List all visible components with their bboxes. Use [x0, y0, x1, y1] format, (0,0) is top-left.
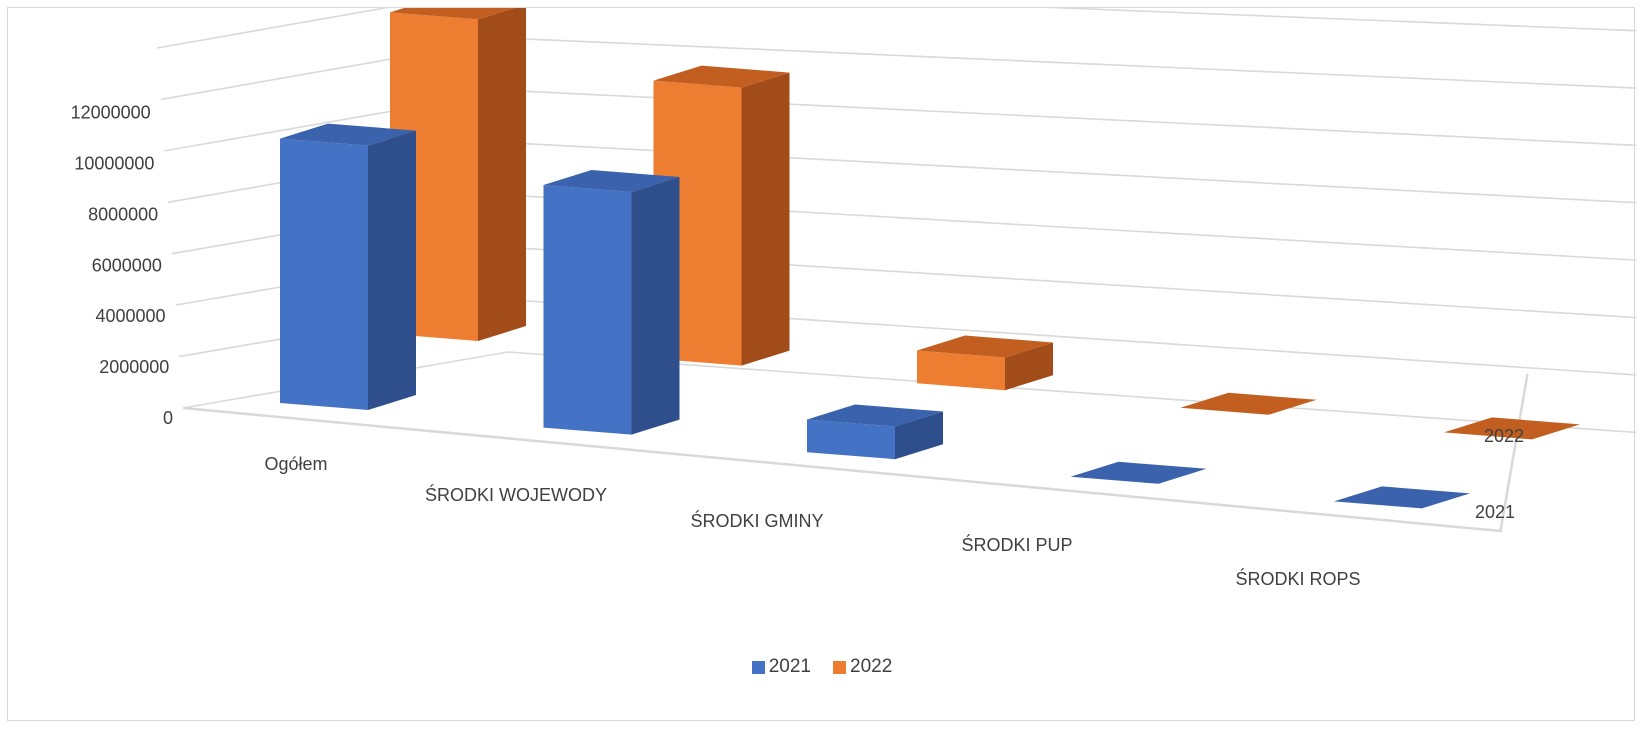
bar-top [390, 8, 515, 20]
depth-axis-labels: 2022 2021 [1475, 426, 1524, 522]
bar-2021-0 [280, 123, 416, 410]
bar-2022-3 [1180, 392, 1317, 415]
bar-2021-4 [1334, 486, 1470, 509]
bar-front [807, 419, 895, 460]
y-tick-label: 6000000 [92, 255, 162, 275]
gridline [160, 37, 1636, 101]
y-tick-label: 0 [163, 408, 173, 428]
bar-front [280, 138, 368, 410]
bar-top [1070, 461, 1207, 484]
bar-2021-2 [807, 404, 943, 460]
x-category-label: ŚRODKI PUP [961, 534, 1072, 555]
bars [280, 8, 1580, 509]
x-category-label: ŚRODKI WOJEWODY [425, 484, 607, 505]
y-tick-label: 8000000 [88, 204, 158, 224]
bar-front [543, 185, 632, 435]
bar-top [653, 65, 790, 88]
chart-frame: 0 2000000 4000000 6000000 8000000 10000000 120… [7, 7, 1636, 721]
legend-item-2021: 2021 [751, 656, 811, 678]
bar-top [917, 335, 1053, 358]
x-category-label: ŚRODKI ROPS [1235, 568, 1360, 589]
legend-label-2022: 2022 [850, 656, 893, 677]
bar-top [280, 123, 416, 146]
legend-swatch-2022 [833, 660, 846, 674]
y-tick-label: 2000000 [99, 357, 169, 377]
bar-top [1334, 486, 1470, 509]
legend-label-2021: 2021 [768, 656, 811, 677]
legend-swatch-2021 [751, 660, 765, 674]
bar-top [543, 170, 680, 193]
y-tick-label: 10000000 [74, 153, 154, 173]
bar-front [917, 350, 1005, 391]
x-category-label: Ogółem [264, 454, 327, 474]
bar-side [895, 411, 943, 460]
bar-top [1444, 417, 1580, 440]
y-tick-label: 12000000 [71, 103, 151, 123]
x-axis-category-labels: Ogółem ŚRODKI WOJEWODY ŚRODKI GMINY ŚRODKI … [264, 454, 1360, 589]
legend: 2021 2022 [8, 656, 1636, 678]
depth-axis-label: 2021 [1475, 502, 1515, 522]
y-axis-tick-labels: 0 2000000 4000000 6000000 8000000 10000000 120… [71, 103, 173, 428]
bar-top [1180, 392, 1317, 415]
bar-side [631, 177, 680, 435]
gridline [156, 8, 1636, 49]
legend-item-2022: 2022 [833, 656, 892, 678]
bar-top [807, 404, 943, 427]
bar-side [478, 8, 526, 341]
bar-2022-4 [1444, 417, 1580, 440]
chart-plot: 0 2000000 4000000 6000000 8000000 10000000 120… [71, 8, 1636, 589]
bar-2021-1 [543, 170, 680, 435]
bar-side [741, 72, 790, 366]
x-category-label: ŚRODKI GMINY [690, 510, 823, 531]
depth-axis-label: 2022 [1484, 426, 1524, 446]
bar-2021-3 [1070, 461, 1207, 484]
bar-2022-2 [917, 335, 1053, 391]
bar-side [1005, 342, 1053, 391]
y-tick-label: 4000000 [95, 306, 165, 326]
bar-side [368, 130, 416, 410]
